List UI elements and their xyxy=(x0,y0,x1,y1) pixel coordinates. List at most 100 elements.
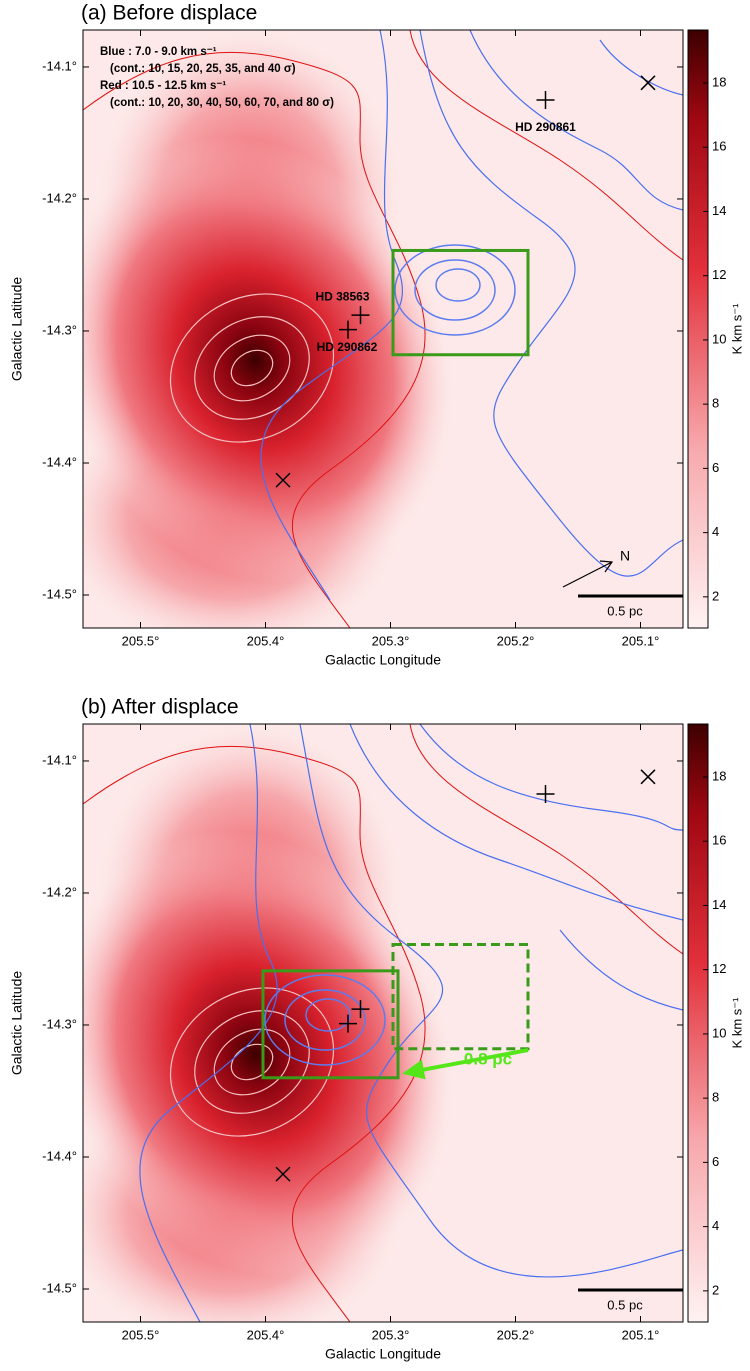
red-contour xyxy=(194,316,310,420)
y-tick-label: -14.1° xyxy=(42,752,77,767)
colorbar-tick-label: 2 xyxy=(712,588,719,603)
plot-frame xyxy=(82,29,684,629)
colorbar-tick-label: 10 xyxy=(712,1025,726,1040)
shift-label: 0.8 pc xyxy=(464,1050,512,1069)
x-tick-label: 205.2° xyxy=(497,1327,535,1342)
blue-contour xyxy=(469,30,683,211)
x-tick-label: 205.5° xyxy=(122,633,160,648)
colorbar xyxy=(687,723,709,1323)
star-marker xyxy=(536,90,555,109)
plot-frame xyxy=(82,723,684,1323)
scale-bar-label: 0.5 pc xyxy=(607,603,643,618)
x-tick-label: 205.2° xyxy=(497,633,535,648)
red-contour xyxy=(83,51,426,628)
north-label: N xyxy=(620,548,630,564)
map-area xyxy=(83,724,683,1322)
x-tick-label: 205.4° xyxy=(247,633,285,648)
colorbar-tick-label: 14 xyxy=(712,203,726,218)
star-marker xyxy=(640,769,656,785)
star-label: HD 290861 xyxy=(515,120,576,134)
colorbar-tick-label: 18 xyxy=(712,768,726,783)
blue-contour xyxy=(305,998,351,1032)
y-tick-label: -14.4° xyxy=(42,1148,77,1163)
blue-contour xyxy=(419,30,683,577)
blue-contour xyxy=(599,39,683,96)
colorbar-tick-label: 16 xyxy=(712,833,726,848)
emission-main xyxy=(83,830,453,1278)
colorbar-tick-label: 2 xyxy=(712,1282,719,1297)
shift-arrowhead xyxy=(402,1059,426,1080)
blue-contour xyxy=(260,30,403,601)
colorbar-tick-label: 12 xyxy=(712,961,726,976)
x-tick-label: 205.3° xyxy=(372,633,410,648)
y-tick-label: -14.3° xyxy=(42,322,77,337)
blue-contour xyxy=(435,268,481,302)
colorbar-label: K km s⁻¹ xyxy=(729,303,744,355)
colorbar-tick-label: 10 xyxy=(712,331,726,346)
y-tick-label: -14.5° xyxy=(42,1280,77,1295)
star-marker xyxy=(351,306,370,325)
scale-bar-label: 0.5 pc xyxy=(607,1297,643,1312)
blue-contour xyxy=(299,724,683,1278)
x-tick-label: 205.1° xyxy=(622,633,660,648)
emission-main xyxy=(83,136,453,584)
blue-contour xyxy=(414,259,496,321)
red-contour xyxy=(169,987,335,1137)
legend-line: Red : 10.5 - 12.5 km s⁻¹ xyxy=(100,80,226,92)
colorbar-tick-label: 6 xyxy=(712,1154,719,1169)
red-contour xyxy=(213,334,291,402)
red-contour xyxy=(213,1028,291,1096)
x-tick-label: 205.4° xyxy=(247,1327,285,1342)
blue-contour xyxy=(349,724,683,921)
colorbar-tick-label: 4 xyxy=(712,524,719,539)
blue-contour xyxy=(284,989,366,1051)
legend-line: Blue : 7.0 - 9.0 km s⁻¹ xyxy=(100,46,217,58)
north-arrow xyxy=(562,560,614,588)
blue-contour xyxy=(559,929,683,1011)
colorbar-tick-label: 8 xyxy=(712,396,719,411)
colorbar-tick-label: 12 xyxy=(712,267,726,282)
star-marker xyxy=(351,1000,370,1019)
star-marker xyxy=(536,784,555,803)
colorbar-tick-label: 18 xyxy=(712,74,726,89)
panel-title: (a) Before displace xyxy=(81,2,257,25)
colorbar-tick-label: 8 xyxy=(712,1090,719,1105)
colorbar-label: K km s⁻¹ xyxy=(729,997,744,1049)
star-marker xyxy=(275,472,291,488)
y-tick-label: -14.2° xyxy=(42,190,77,205)
red-contour xyxy=(169,293,335,443)
colorbar-tick-label: 14 xyxy=(712,897,726,912)
region-box xyxy=(261,969,400,1080)
y-axis-label: Galactic Latitude xyxy=(9,277,25,381)
x-tick-label: 205.3° xyxy=(372,1327,410,1342)
blue-contour xyxy=(139,724,278,1322)
red-contour xyxy=(409,724,683,955)
red-contour xyxy=(230,349,274,387)
red-contour xyxy=(409,30,683,261)
star-marker xyxy=(339,320,357,339)
star-marker xyxy=(339,1014,357,1033)
blue-contour xyxy=(264,974,386,1066)
legend-line: (cont.: 10, 15, 20, 25, 35, and 40 σ) xyxy=(110,63,296,75)
legend-line: (cont.: 10, 20, 30, 40, 50, 60, 70, and … xyxy=(110,97,334,109)
star-label: HD 38563 xyxy=(315,289,369,303)
red-contour xyxy=(194,1010,310,1114)
y-tick-label: -14.2° xyxy=(42,884,77,899)
panel-title: (b) After displace xyxy=(81,696,239,719)
x-tick-label: 205.1° xyxy=(622,1327,660,1342)
region-box xyxy=(391,248,530,357)
region-box xyxy=(391,942,530,1051)
red-contour xyxy=(83,745,426,1322)
y-tick-label: -14.5° xyxy=(42,586,77,601)
colorbar-tick-label: 6 xyxy=(712,460,719,475)
star-marker xyxy=(275,1166,291,1182)
x-axis-label: Galactic Longitude xyxy=(325,652,441,668)
y-tick-label: -14.1° xyxy=(42,58,77,73)
star-marker xyxy=(640,75,656,91)
colorbar-tick-label: 16 xyxy=(712,139,726,154)
map-area xyxy=(83,30,683,628)
colorbar-tick-label: 4 xyxy=(712,1218,719,1233)
colorbar xyxy=(687,29,709,629)
shift-arrow xyxy=(417,1048,529,1073)
